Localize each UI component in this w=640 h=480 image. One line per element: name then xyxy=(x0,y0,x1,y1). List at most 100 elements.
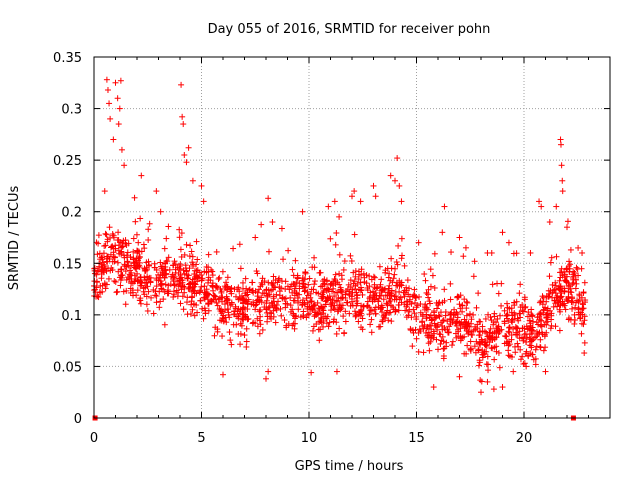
data-point xyxy=(516,290,523,297)
data-point xyxy=(319,291,326,298)
data-point xyxy=(306,275,313,282)
data-point xyxy=(189,259,196,266)
data-point xyxy=(483,343,490,350)
data-point xyxy=(163,270,170,277)
data-point xyxy=(427,283,434,290)
data-point xyxy=(366,273,373,280)
data-point xyxy=(323,320,330,327)
data-point xyxy=(498,302,505,309)
data-point xyxy=(357,287,364,294)
data-point xyxy=(463,305,470,312)
data-point xyxy=(236,241,243,248)
data-point xyxy=(511,302,518,309)
data-point xyxy=(459,308,466,315)
grid-lines xyxy=(94,57,610,418)
data-point xyxy=(132,218,139,225)
data-point xyxy=(431,284,438,291)
data-point xyxy=(342,291,349,298)
data-point xyxy=(411,310,418,317)
data-point xyxy=(402,307,409,314)
data-point xyxy=(403,284,410,291)
data-point xyxy=(506,341,513,348)
data-point xyxy=(580,305,587,312)
data-point xyxy=(277,305,284,312)
data-point xyxy=(406,306,413,313)
data-point xyxy=(558,265,565,272)
data-point xyxy=(467,346,474,353)
data-point xyxy=(300,313,307,320)
data-point xyxy=(167,281,174,288)
data-point xyxy=(461,333,468,340)
data-point xyxy=(532,346,539,353)
data-point xyxy=(274,279,281,286)
data-point xyxy=(437,341,444,348)
data-point xyxy=(517,346,524,353)
data-point xyxy=(387,277,394,284)
data-point xyxy=(415,348,422,355)
data-point xyxy=(307,290,314,297)
data-point xyxy=(558,290,565,297)
data-point xyxy=(254,323,261,330)
data-point xyxy=(276,275,283,282)
data-point xyxy=(562,306,569,313)
data-point xyxy=(491,310,498,317)
data-point xyxy=(398,299,405,306)
data-point xyxy=(209,283,216,290)
data-point xyxy=(505,352,512,359)
data-point xyxy=(143,301,150,308)
data-point xyxy=(334,289,341,296)
data-point xyxy=(157,259,164,266)
data-point xyxy=(388,255,395,262)
data-point xyxy=(249,320,256,327)
data-point xyxy=(254,315,261,322)
data-point xyxy=(467,338,474,345)
data-point xyxy=(278,225,285,232)
data-point xyxy=(170,294,177,301)
data-point xyxy=(529,337,536,344)
data-point xyxy=(137,297,144,304)
data-point xyxy=(226,329,233,336)
data-point xyxy=(428,326,435,333)
data-point xyxy=(479,328,486,335)
data-point xyxy=(516,328,523,335)
data-point xyxy=(477,318,484,325)
data-point xyxy=(311,278,318,285)
data-point xyxy=(309,264,316,271)
data-point xyxy=(574,266,581,273)
data-point xyxy=(184,275,191,282)
data-point xyxy=(166,266,173,273)
data-point xyxy=(429,272,436,279)
data-point xyxy=(136,254,143,261)
data-point xyxy=(95,232,102,239)
data-point xyxy=(395,307,402,314)
data-point xyxy=(473,304,480,311)
data-point xyxy=(543,298,550,305)
data-point xyxy=(243,285,250,292)
data-point xyxy=(469,331,476,338)
data-point xyxy=(519,353,526,360)
data-point xyxy=(240,311,247,318)
data-point xyxy=(213,248,220,255)
data-point xyxy=(354,281,361,288)
data-point xyxy=(505,342,512,349)
data-point xyxy=(327,235,334,242)
data-point xyxy=(103,231,110,238)
data-point xyxy=(394,261,401,268)
data-point xyxy=(476,357,483,364)
data-point xyxy=(284,300,291,307)
data-point xyxy=(236,310,243,317)
data-point xyxy=(368,316,375,323)
data-point xyxy=(331,293,338,300)
data-point xyxy=(371,284,378,291)
data-point xyxy=(532,361,539,368)
data-points xyxy=(91,76,589,421)
data-point xyxy=(332,271,339,278)
data-point xyxy=(456,301,463,308)
data-point xyxy=(114,259,121,266)
data-point xyxy=(494,325,501,332)
data-point xyxy=(517,356,524,363)
data-point xyxy=(488,344,495,351)
data-point xyxy=(183,241,190,248)
data-point xyxy=(524,334,531,341)
data-point xyxy=(189,306,196,313)
